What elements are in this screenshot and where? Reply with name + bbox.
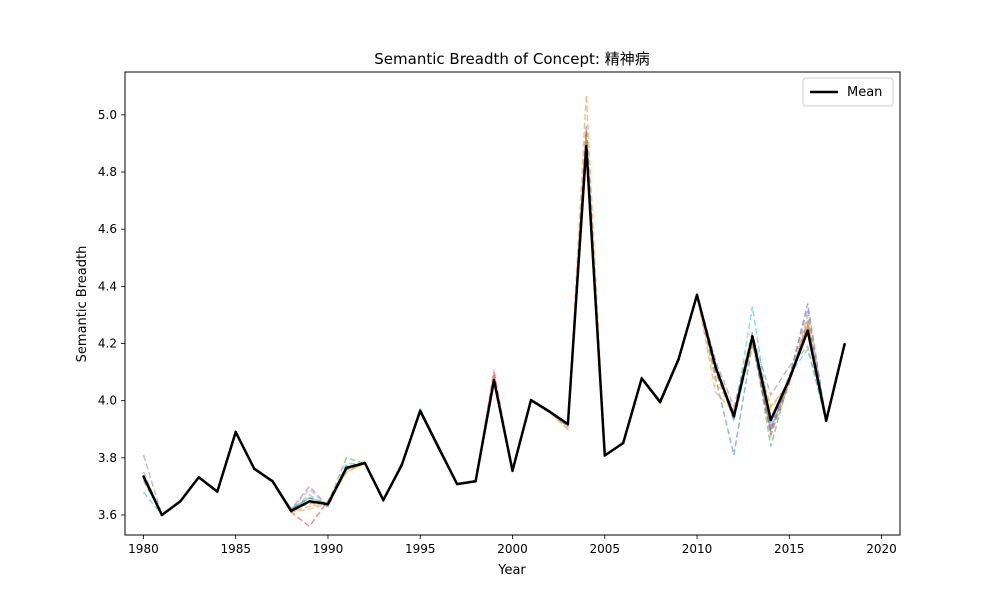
mean-point-1996 xyxy=(437,446,440,450)
mean-point-1990 xyxy=(326,502,330,506)
mean-point-2008 xyxy=(658,400,662,404)
y-tick-label-4.6: 4.6 xyxy=(98,222,117,236)
x-tick-label-2015: 2015 xyxy=(774,542,805,556)
mean-point-1994 xyxy=(400,463,403,467)
plot-frame xyxy=(124,71,901,536)
mean-point-1986 xyxy=(252,467,256,470)
y-tick-label-4.4: 4.4 xyxy=(98,279,117,293)
x-tick-label-1995: 1995 xyxy=(405,542,436,556)
mean-point-1991 xyxy=(345,466,348,470)
mean-point-1999 xyxy=(492,378,496,382)
x-tick-label-2020: 2020 xyxy=(866,542,897,556)
mean-point-1981 xyxy=(160,513,164,517)
legend-entry-mean: Mean xyxy=(847,85,882,100)
mean-point-1992 xyxy=(363,461,367,465)
mean-point-2001 xyxy=(529,398,533,402)
mean-point-2009 xyxy=(677,358,680,361)
mean-point-2015 xyxy=(788,378,791,381)
sample-series-line-8 xyxy=(142,151,846,517)
mean-point-2014 xyxy=(769,418,773,422)
mean-point-2007 xyxy=(640,377,643,380)
mean-point-2018 xyxy=(843,342,846,346)
mean-point-2006 xyxy=(622,441,625,445)
mean-point-1987 xyxy=(271,480,274,483)
mean-point-1983 xyxy=(197,476,201,479)
mean-point-2002 xyxy=(548,410,551,413)
y-tick-label-5.0: 5.0 xyxy=(98,108,117,122)
y-tick-label-4.2: 4.2 xyxy=(98,337,117,351)
mean-point-2016 xyxy=(806,329,809,332)
mean-point-1984 xyxy=(216,490,219,493)
y-tick-label-3.6: 3.6 xyxy=(98,508,117,522)
mean-point-2010 xyxy=(695,293,699,297)
x-axis-label: Year xyxy=(497,563,526,578)
y-axis-label: Semantic Breadth xyxy=(75,246,90,363)
mean-point-2004 xyxy=(585,145,588,148)
y-tick-label-4.0: 4.0 xyxy=(98,394,117,408)
mean-point-1988 xyxy=(289,509,293,513)
legend: Mean xyxy=(802,77,894,107)
mean-point-2012 xyxy=(732,415,736,418)
mean-point-1985 xyxy=(234,430,237,434)
x-tick-label-1980: 1980 xyxy=(128,542,159,556)
x-tick-label-2005: 2005 xyxy=(589,542,620,556)
mean-point-2003 xyxy=(566,422,570,426)
y-tick-label-4.8: 4.8 xyxy=(98,165,117,179)
mean-point-2005 xyxy=(603,454,606,457)
sample-series-line-2 xyxy=(142,94,846,517)
mean-point-1993 xyxy=(382,498,385,502)
mean-point-2011 xyxy=(714,365,717,369)
mean-point-1989 xyxy=(308,500,311,503)
mean-point-2000 xyxy=(511,469,514,472)
legend-frame xyxy=(802,77,894,107)
mean-point-2013 xyxy=(751,335,754,338)
mean-point-1980 xyxy=(142,475,145,478)
chart-title: Semantic Breadth of Concept: 精神病 xyxy=(374,50,649,68)
mean-point-1998 xyxy=(474,480,477,483)
x-tick-label-2000: 2000 xyxy=(497,542,528,556)
mean-point-1997 xyxy=(455,482,459,486)
x-tick-label-1990: 1990 xyxy=(313,542,344,556)
mean-series-line xyxy=(142,145,846,517)
x-tick-label-1985: 1985 xyxy=(220,542,251,556)
mean-point-1982 xyxy=(179,500,182,503)
mean-point-2017 xyxy=(824,419,828,422)
y-tick-label-3.8: 3.8 xyxy=(98,451,117,465)
x-tick-label-2010: 2010 xyxy=(682,542,713,556)
mean-point-1995 xyxy=(419,409,422,412)
plot-area: 1980 1985 1990 1995 2000 2005 2010 2015 2020 3.6 3… xyxy=(98,71,901,556)
sample-series-line-4 xyxy=(142,134,846,528)
